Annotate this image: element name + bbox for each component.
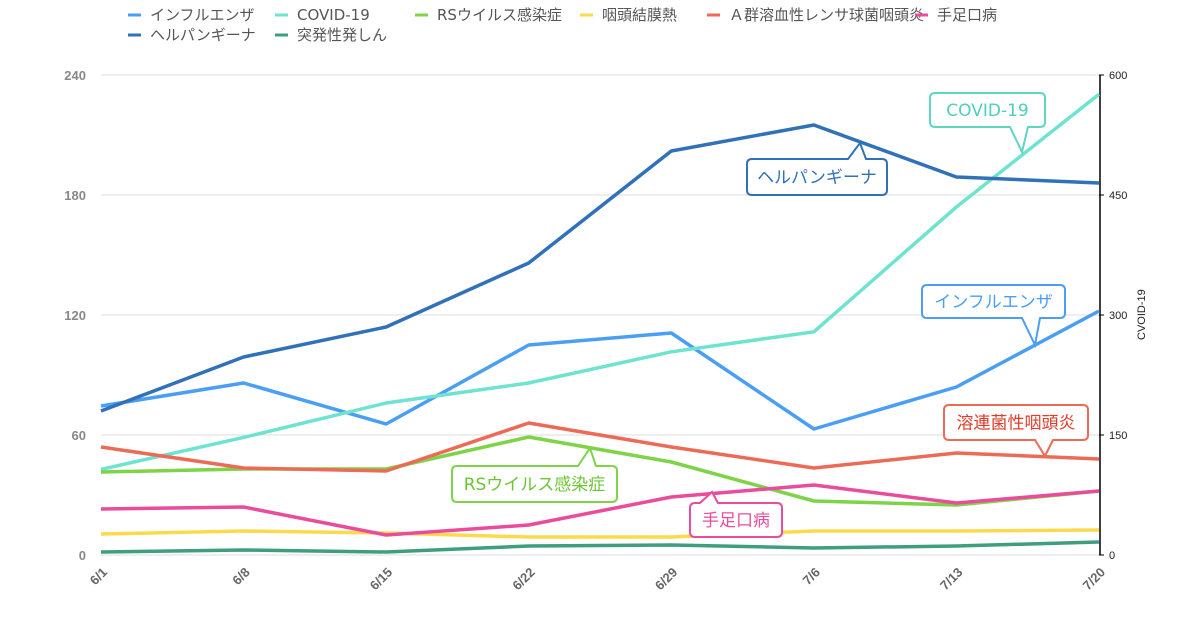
callout-label: 溶連菌性咽頭炎 <box>957 414 1076 434</box>
y-tick-label: 0 <box>79 548 86 563</box>
legend-label: 手足口病 <box>937 6 997 24</box>
callout-0: COVID-19 <box>929 92 1046 155</box>
y2-tick-label: 450 <box>1109 190 1127 202</box>
callout-4: RSウイルス感染症 <box>451 445 618 503</box>
callout-label: 手足口病 <box>702 511 770 531</box>
callout-label: COVID-19 <box>946 101 1028 121</box>
series-line-1 <box>100 92 1101 472</box>
legend-label: 咽頭結膜熱 <box>602 6 677 24</box>
legend-label: 突発性発しん <box>297 26 387 44</box>
y2-tick-label: 300 <box>1109 310 1127 322</box>
callout-5: 手足口病 <box>689 490 783 538</box>
y-tick-label: 120 <box>64 308 86 323</box>
series-line-5 <box>100 483 1100 537</box>
series-line-3 <box>100 528 1100 539</box>
series-line-7 <box>100 540 1100 554</box>
legend-label: ヘルパンギーナ <box>150 26 256 44</box>
callout-1: ヘルパンギーナ <box>746 140 888 196</box>
legend-label: COVID-19 <box>297 6 370 24</box>
legend-label: インフルエンザ <box>150 6 255 24</box>
y-tick-label: 180 <box>64 188 86 203</box>
callout-box <box>929 92 1046 155</box>
callout-box <box>943 404 1089 459</box>
x-tick-label: 6/8 <box>229 565 252 588</box>
axes: 0 60 120 180 240 0 150 300 450 600 CVOID-19 6/1 6/8 6… <box>64 68 1148 593</box>
callout-label: インフルエンザ <box>934 293 1053 313</box>
y2-tick-label: 600 <box>1109 70 1127 82</box>
callout-box <box>451 445 618 503</box>
series-line-0 <box>100 309 1100 431</box>
x-tick-label: 6/29 <box>652 565 681 594</box>
x-tick-label: 6/1 <box>87 565 110 588</box>
legend-label: Ａ群溶血性レンサ球菌咽頭炎 <box>729 6 924 24</box>
legend: インフルエンザ COVID-19 RSウイルス感染症 咽頭結膜熱 Ａ群溶血性レンサ球菌咽… <box>128 6 997 44</box>
callout-label: ヘルパンギーナ <box>757 168 877 188</box>
callout-2: インフルエンザ <box>921 284 1066 349</box>
callout-box <box>746 140 888 196</box>
y-tick-label: 60 <box>72 428 86 443</box>
y2-tick-label: 150 <box>1109 430 1127 442</box>
series-line-6 <box>100 123 1100 413</box>
x-tick-label: 7/20 <box>1080 565 1109 594</box>
callout-3: 溶連菌性咽頭炎 <box>943 404 1089 459</box>
x-tick-label: 6/15 <box>367 565 396 594</box>
y2-tick-label: 0 <box>1109 550 1115 562</box>
series-line-4 <box>100 421 1100 473</box>
y-tick-label: 240 <box>64 68 86 83</box>
gridlines <box>101 74 1099 556</box>
x-tick-label: 7/6 <box>800 565 823 588</box>
series-lines <box>100 92 1101 554</box>
y2-axis-title: CVOID-19 <box>1136 289 1148 340</box>
callout-box <box>921 284 1066 349</box>
legend-label: RSウイルス感染症 <box>437 6 562 24</box>
x-tick-label: 6/22 <box>509 565 538 594</box>
callout-label: RSウイルス感染症 <box>464 475 606 495</box>
x-tick-label: 7/13 <box>937 565 966 594</box>
callout-box <box>689 490 783 538</box>
